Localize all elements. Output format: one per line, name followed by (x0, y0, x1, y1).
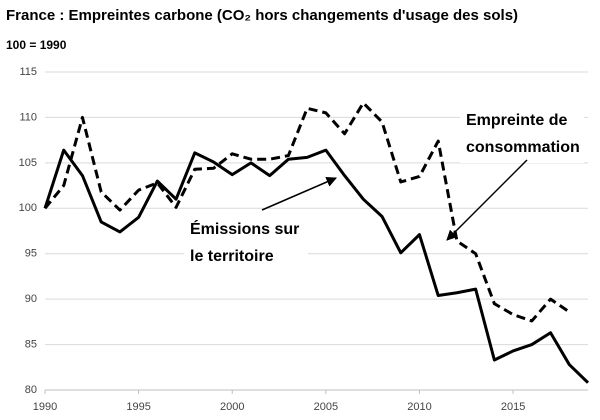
chart-title: France : Empreintes carbone (CO₂ hors ch… (6, 7, 518, 24)
x-tick-label: 1995 (126, 401, 150, 413)
series-line (43, 148, 590, 384)
annotation-text: consommation (466, 139, 580, 156)
annotation-box (460, 105, 584, 163)
y-tick-label: 80 (25, 384, 37, 396)
x-tick-label: 2015 (501, 401, 525, 413)
x-tick-label: 2000 (220, 401, 244, 413)
annotation-text: Empreinte de (466, 112, 567, 129)
y-tick-label: 100 (19, 202, 37, 214)
y-tick-label: 90 (25, 293, 37, 305)
x-tick-label: 2010 (407, 401, 431, 413)
y-tick-label: 95 (25, 248, 37, 260)
y-tick-label: 105 (19, 157, 37, 169)
annotation-box (184, 214, 308, 272)
annotation-text: le territoire (190, 248, 274, 265)
y-tick-label: 115 (19, 66, 37, 78)
annotation-arrow (446, 159, 528, 241)
chart-subtitle: 100 = 1990 (6, 38, 67, 52)
y-tick-label: 110 (19, 111, 37, 123)
x-tick-label: 2005 (314, 401, 338, 413)
x-tick-label: 1990 (33, 401, 57, 413)
y-tick-label: 85 (25, 338, 37, 350)
annotation-arrow (261, 176, 337, 211)
annotation-text: Émissions sur (190, 219, 299, 238)
